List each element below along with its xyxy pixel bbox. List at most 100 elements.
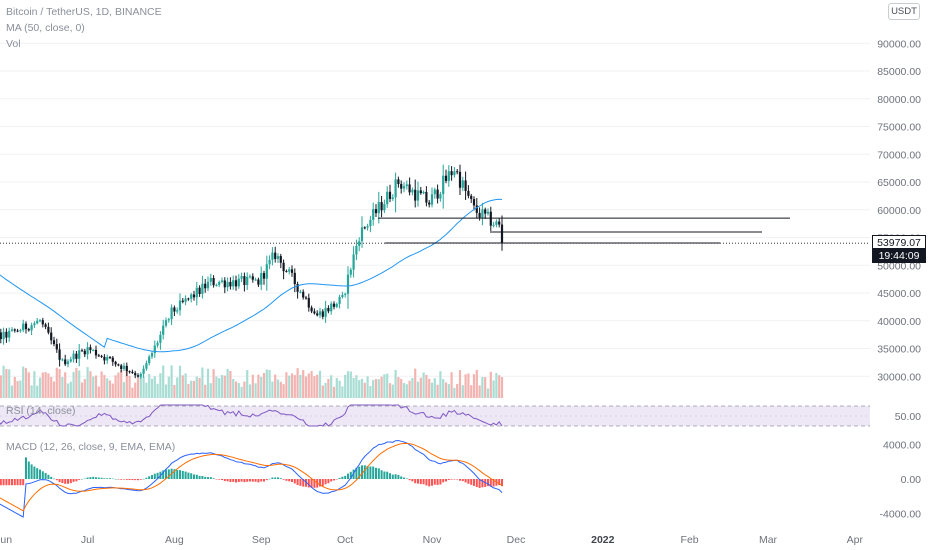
candle-body[interactable] <box>16 330 19 332</box>
candle-body[interactable] <box>232 280 235 287</box>
candle-body[interactable] <box>478 212 481 218</box>
candle-body[interactable] <box>307 297 310 308</box>
candle-body[interactable] <box>416 190 420 201</box>
candle-body[interactable] <box>372 209 375 220</box>
candle-body[interactable] <box>240 276 243 279</box>
candle-body[interactable] <box>366 226 369 228</box>
candle-body[interactable] <box>363 227 366 229</box>
candle-body[interactable] <box>447 171 450 181</box>
candle-body[interactable] <box>97 355 100 357</box>
candle-body[interactable] <box>164 320 168 326</box>
candle-body[interactable] <box>251 276 254 280</box>
candle-body[interactable] <box>153 345 156 354</box>
candle-body[interactable] <box>108 357 112 359</box>
candle-body[interactable] <box>276 256 280 259</box>
candle-body[interactable] <box>195 287 198 298</box>
candle-body[interactable] <box>290 269 294 273</box>
candle-body[interactable] <box>402 186 406 189</box>
candle-body[interactable] <box>136 375 140 377</box>
candle-body[interactable] <box>268 259 271 265</box>
candle-body[interactable] <box>414 189 417 201</box>
candle-body[interactable] <box>299 291 302 293</box>
candle-body[interactable] <box>397 179 400 184</box>
candle-body[interactable] <box>204 283 207 289</box>
candle-body[interactable] <box>145 363 148 369</box>
candle-body[interactable] <box>271 252 274 260</box>
candle-body[interactable] <box>103 356 106 361</box>
candle-body[interactable] <box>19 330 22 332</box>
candle-body[interactable] <box>475 205 478 213</box>
candle-body[interactable] <box>83 350 86 355</box>
candle-body[interactable] <box>0 332 2 340</box>
candle-body[interactable] <box>313 311 316 314</box>
candle-body[interactable] <box>150 353 154 357</box>
candle-body[interactable] <box>327 307 330 312</box>
candle-body[interactable] <box>159 334 162 343</box>
candle-body[interactable] <box>341 294 344 298</box>
candle-body[interactable] <box>142 368 145 374</box>
candle-body[interactable] <box>262 273 266 279</box>
candle-body[interactable] <box>411 189 414 193</box>
candle-body[interactable] <box>293 272 296 285</box>
candle-body[interactable] <box>324 307 327 317</box>
candle-body[interactable] <box>352 254 355 270</box>
candle-body[interactable] <box>78 350 81 359</box>
volume-legend[interactable]: Vol <box>6 38 21 50</box>
candle-body[interactable] <box>428 202 431 205</box>
candle-body[interactable] <box>470 195 473 200</box>
candle-body[interactable] <box>498 221 501 225</box>
candle-body[interactable] <box>380 202 383 211</box>
candle-body[interactable] <box>279 256 282 263</box>
candle-body[interactable] <box>500 224 504 244</box>
candle-body[interactable] <box>285 271 288 273</box>
candle-body[interactable] <box>114 361 117 365</box>
candle-body[interactable] <box>444 175 448 181</box>
candle-body[interactable] <box>310 307 313 312</box>
candle-body[interactable] <box>377 202 380 214</box>
candle-body[interactable] <box>22 323 25 331</box>
candle-body[interactable] <box>131 371 134 373</box>
candle-body[interactable] <box>106 357 109 361</box>
candle-body[interactable] <box>72 353 75 360</box>
symbol-legend[interactable]: Bitcoin / TetherUS, 1D, BINANCE <box>6 6 162 18</box>
candle-body[interactable] <box>176 310 179 312</box>
candle-body[interactable] <box>190 294 193 299</box>
candle-body[interactable] <box>386 191 389 205</box>
candle-body[interactable] <box>430 194 434 205</box>
candle-body[interactable] <box>467 190 470 196</box>
candle-body[interactable] <box>282 262 285 272</box>
candle-body[interactable] <box>178 300 182 311</box>
candle-body[interactable] <box>226 281 229 288</box>
candle-body[interactable] <box>234 280 238 287</box>
candle-body[interactable] <box>464 180 467 191</box>
candle-body[interactable] <box>394 179 397 198</box>
candle-body[interactable] <box>212 278 215 286</box>
candle-body[interactable] <box>111 357 114 362</box>
candle-body[interactable] <box>52 340 56 345</box>
candle-body[interactable] <box>461 180 464 188</box>
candle-body[interactable] <box>237 278 240 287</box>
candle-body[interactable] <box>41 320 44 325</box>
candle-body[interactable] <box>33 323 36 326</box>
candle-body[interactable] <box>148 356 151 364</box>
candle-body[interactable] <box>358 241 361 246</box>
candle-body[interactable] <box>369 219 372 227</box>
candle-body[interactable] <box>44 324 47 327</box>
candle-body[interactable] <box>2 331 5 340</box>
candle-body[interactable] <box>122 365 126 370</box>
currency-badge[interactable]: USDT <box>888 3 920 20</box>
candle-body[interactable] <box>383 204 386 211</box>
candle-body[interactable] <box>335 303 338 307</box>
candle-body[interactable] <box>100 355 103 357</box>
candle-body[interactable] <box>453 171 456 176</box>
candle-body[interactable] <box>61 359 64 361</box>
candle-body[interactable] <box>442 175 445 195</box>
candle-body[interactable] <box>246 276 249 286</box>
candle-body[interactable] <box>218 281 221 285</box>
candle-body[interactable] <box>391 197 394 199</box>
candle-body[interactable] <box>495 221 498 225</box>
candle-body[interactable] <box>5 331 8 338</box>
candle-body[interactable] <box>332 303 336 307</box>
candle-body[interactable] <box>489 211 492 226</box>
candle-body[interactable] <box>69 359 72 362</box>
